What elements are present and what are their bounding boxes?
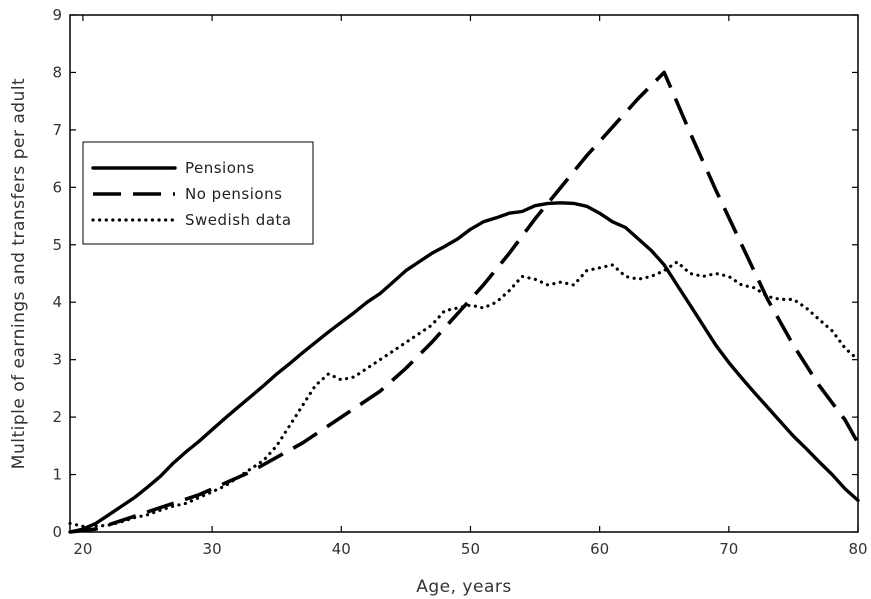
x-tick-label: 30: [203, 540, 222, 558]
y-tick-label: 0: [52, 523, 62, 541]
x-tick-label: 80: [848, 540, 867, 558]
x-axis-label: Age, years: [416, 577, 511, 597]
y-tick-label: 9: [52, 6, 62, 24]
x-tick-label: 40: [332, 540, 351, 558]
y-axis-label: Multiple of earnings and transfers per a…: [9, 78, 29, 469]
legend-label-swedish-data: Swedish data: [185, 211, 292, 229]
legend: Pensions No pensions Swedish data: [82, 141, 314, 245]
y-tick-label: 1: [52, 466, 62, 484]
y-tick-label: 2: [52, 408, 62, 426]
y-tick-label: 3: [52, 351, 62, 369]
y-tick-label: 7: [52, 121, 62, 139]
y-tick-label: 4: [52, 293, 62, 311]
y-tick-label: 5: [52, 236, 62, 254]
legend-label-no-pensions: No pensions: [185, 185, 282, 203]
series-layer: [68, 70, 860, 534]
legend-label-pensions: Pensions: [185, 159, 255, 177]
x-tick-label: 70: [719, 540, 738, 558]
y-tick-label: 8: [52, 63, 62, 81]
series-line-no-pensions: [69, 70, 860, 534]
plot-frame: [69, 14, 859, 533]
y-tick-label: 6: [52, 178, 62, 196]
series-line-swedish-data: [68, 260, 860, 528]
x-tick-label: 60: [590, 540, 609, 558]
x-tick-label: 20: [73, 540, 92, 558]
series-line-pensions: [68, 201, 860, 534]
ticks-layer: 20 30 40 50 60 70 80 0 1 2 3 4 5 6 7 8 9: [52, 6, 867, 558]
x-tick-label: 50: [461, 540, 480, 558]
legend-box: [82, 141, 314, 245]
